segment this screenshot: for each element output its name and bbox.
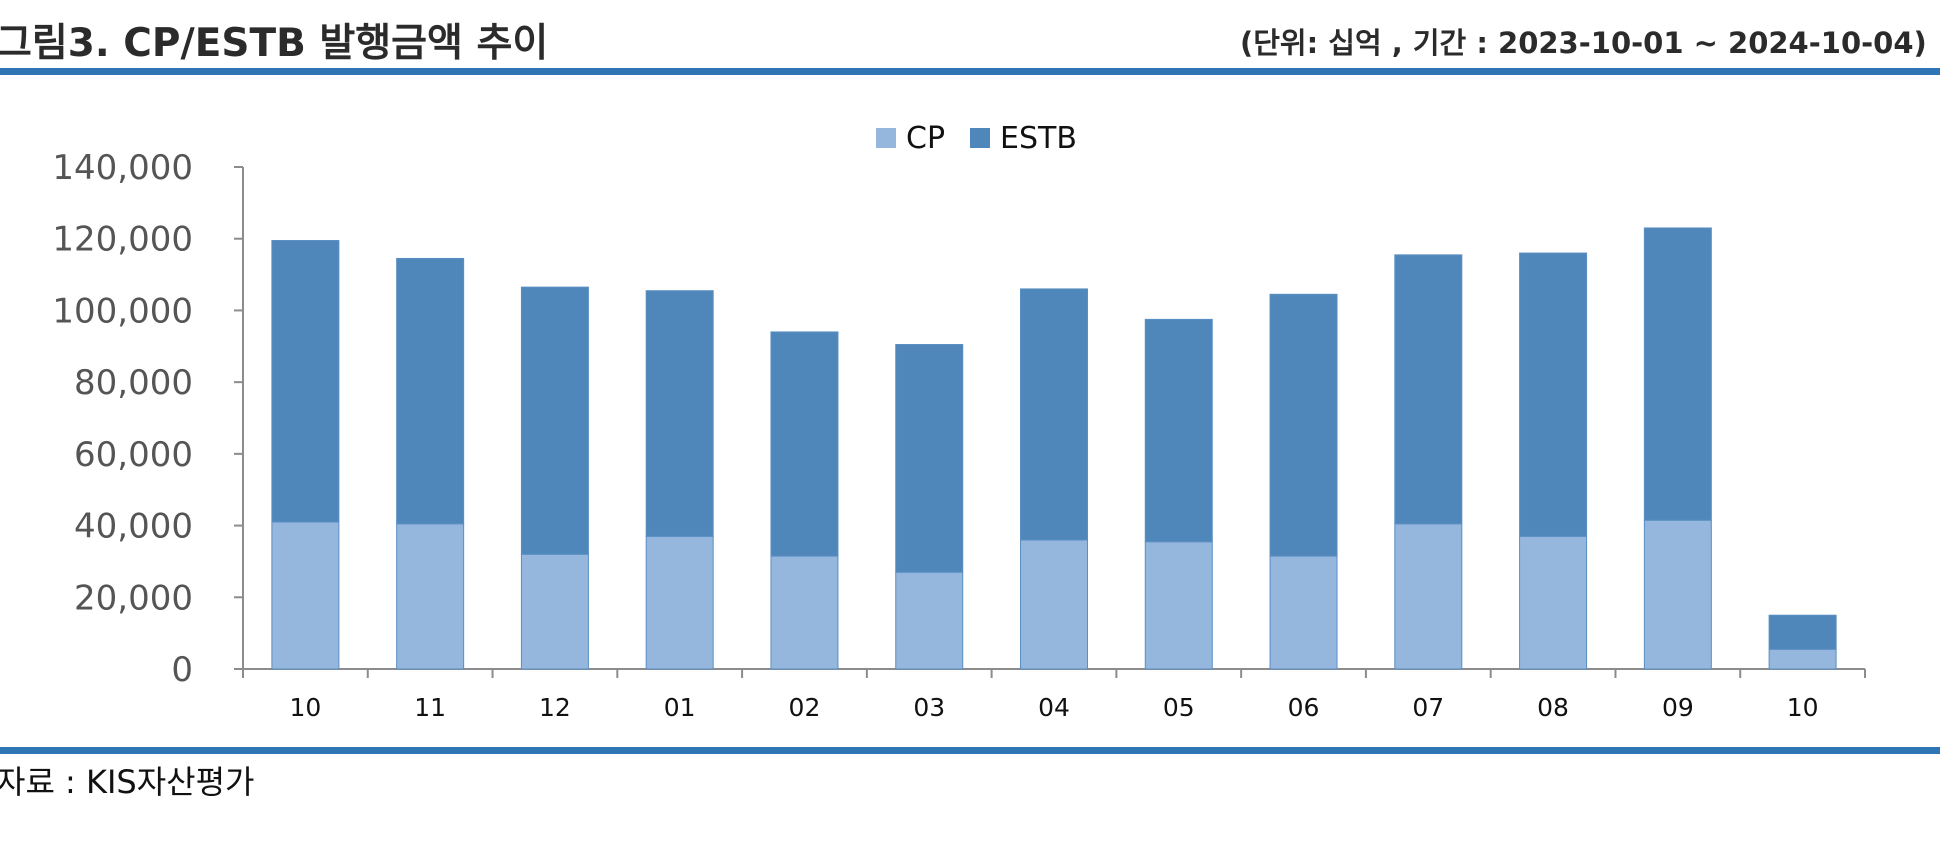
x-tick-label: 05: [1163, 693, 1195, 722]
bar-estb: [396, 257, 465, 525]
bar-estb: [1768, 614, 1837, 650]
x-tick-label: 08: [1537, 693, 1569, 722]
x-tick-label: 01: [664, 693, 696, 722]
bar-cp: [1269, 555, 1338, 670]
legend-swatch-cp: [876, 128, 896, 148]
bar-cp: [520, 553, 589, 670]
legend-swatch-estb: [970, 128, 990, 148]
bar-estb: [520, 286, 589, 555]
bar-cp: [1768, 648, 1837, 670]
x-tick-label: 11: [414, 693, 446, 722]
y-tick-label: 100,000: [52, 291, 193, 331]
bar-cp: [770, 555, 839, 670]
unit-note: (단위: 십억 , 기간 : 2023-10-01 ~ 2024-10-04): [1240, 26, 1927, 60]
bar-estb: [770, 331, 839, 557]
bar-cp: [1643, 519, 1712, 670]
y-tick-label: 60,000: [74, 435, 193, 475]
bar-estb: [271, 240, 340, 523]
x-tick-label: 06: [1288, 693, 1320, 722]
bar-cp: [271, 521, 340, 670]
source-note: 자료 : KIS자산평가: [0, 763, 255, 801]
y-tick-label: 140,000: [52, 148, 193, 188]
x-tick-label: 10: [289, 693, 321, 722]
bar-estb: [895, 343, 964, 573]
bar-cp: [1394, 523, 1463, 670]
y-tick-label: 40,000: [74, 507, 193, 547]
bar-estb: [1020, 288, 1088, 541]
y-tick-label: 0: [171, 650, 193, 690]
bottom-divider: [0, 747, 1940, 754]
x-tick-label: 02: [789, 693, 821, 722]
y-tick-label: 120,000: [52, 220, 193, 260]
bar-cp: [396, 523, 465, 670]
y-tick-label: 20,000: [74, 578, 193, 618]
x-tick-label: 04: [1038, 693, 1070, 722]
bar-estb: [1643, 227, 1712, 521]
bar-estb: [645, 290, 714, 537]
bar-estb: [1519, 252, 1588, 537]
legend-label-cp: CP: [906, 121, 945, 156]
x-tick-label: 09: [1662, 693, 1694, 722]
x-tick-label: 07: [1412, 693, 1444, 722]
chart-title: 그림3. CP/ESTB 발행금액 추이: [0, 21, 549, 66]
bar-estb: [1394, 254, 1463, 525]
legend-label-estb: ESTB: [1000, 121, 1077, 156]
bar-cp: [895, 571, 964, 670]
y-tick-label: 80,000: [74, 363, 193, 403]
bar-cp: [1519, 535, 1588, 670]
bar-estb: [1144, 318, 1213, 543]
x-tick-label: 10: [1787, 693, 1819, 722]
bar-cp: [645, 535, 714, 670]
x-tick-label: 12: [539, 693, 571, 722]
bar-cp: [1020, 539, 1088, 670]
bar-cp: [1144, 541, 1213, 670]
top-divider: [0, 68, 1940, 75]
bar-estb: [1269, 293, 1338, 557]
x-tick-label: 03: [913, 693, 945, 722]
